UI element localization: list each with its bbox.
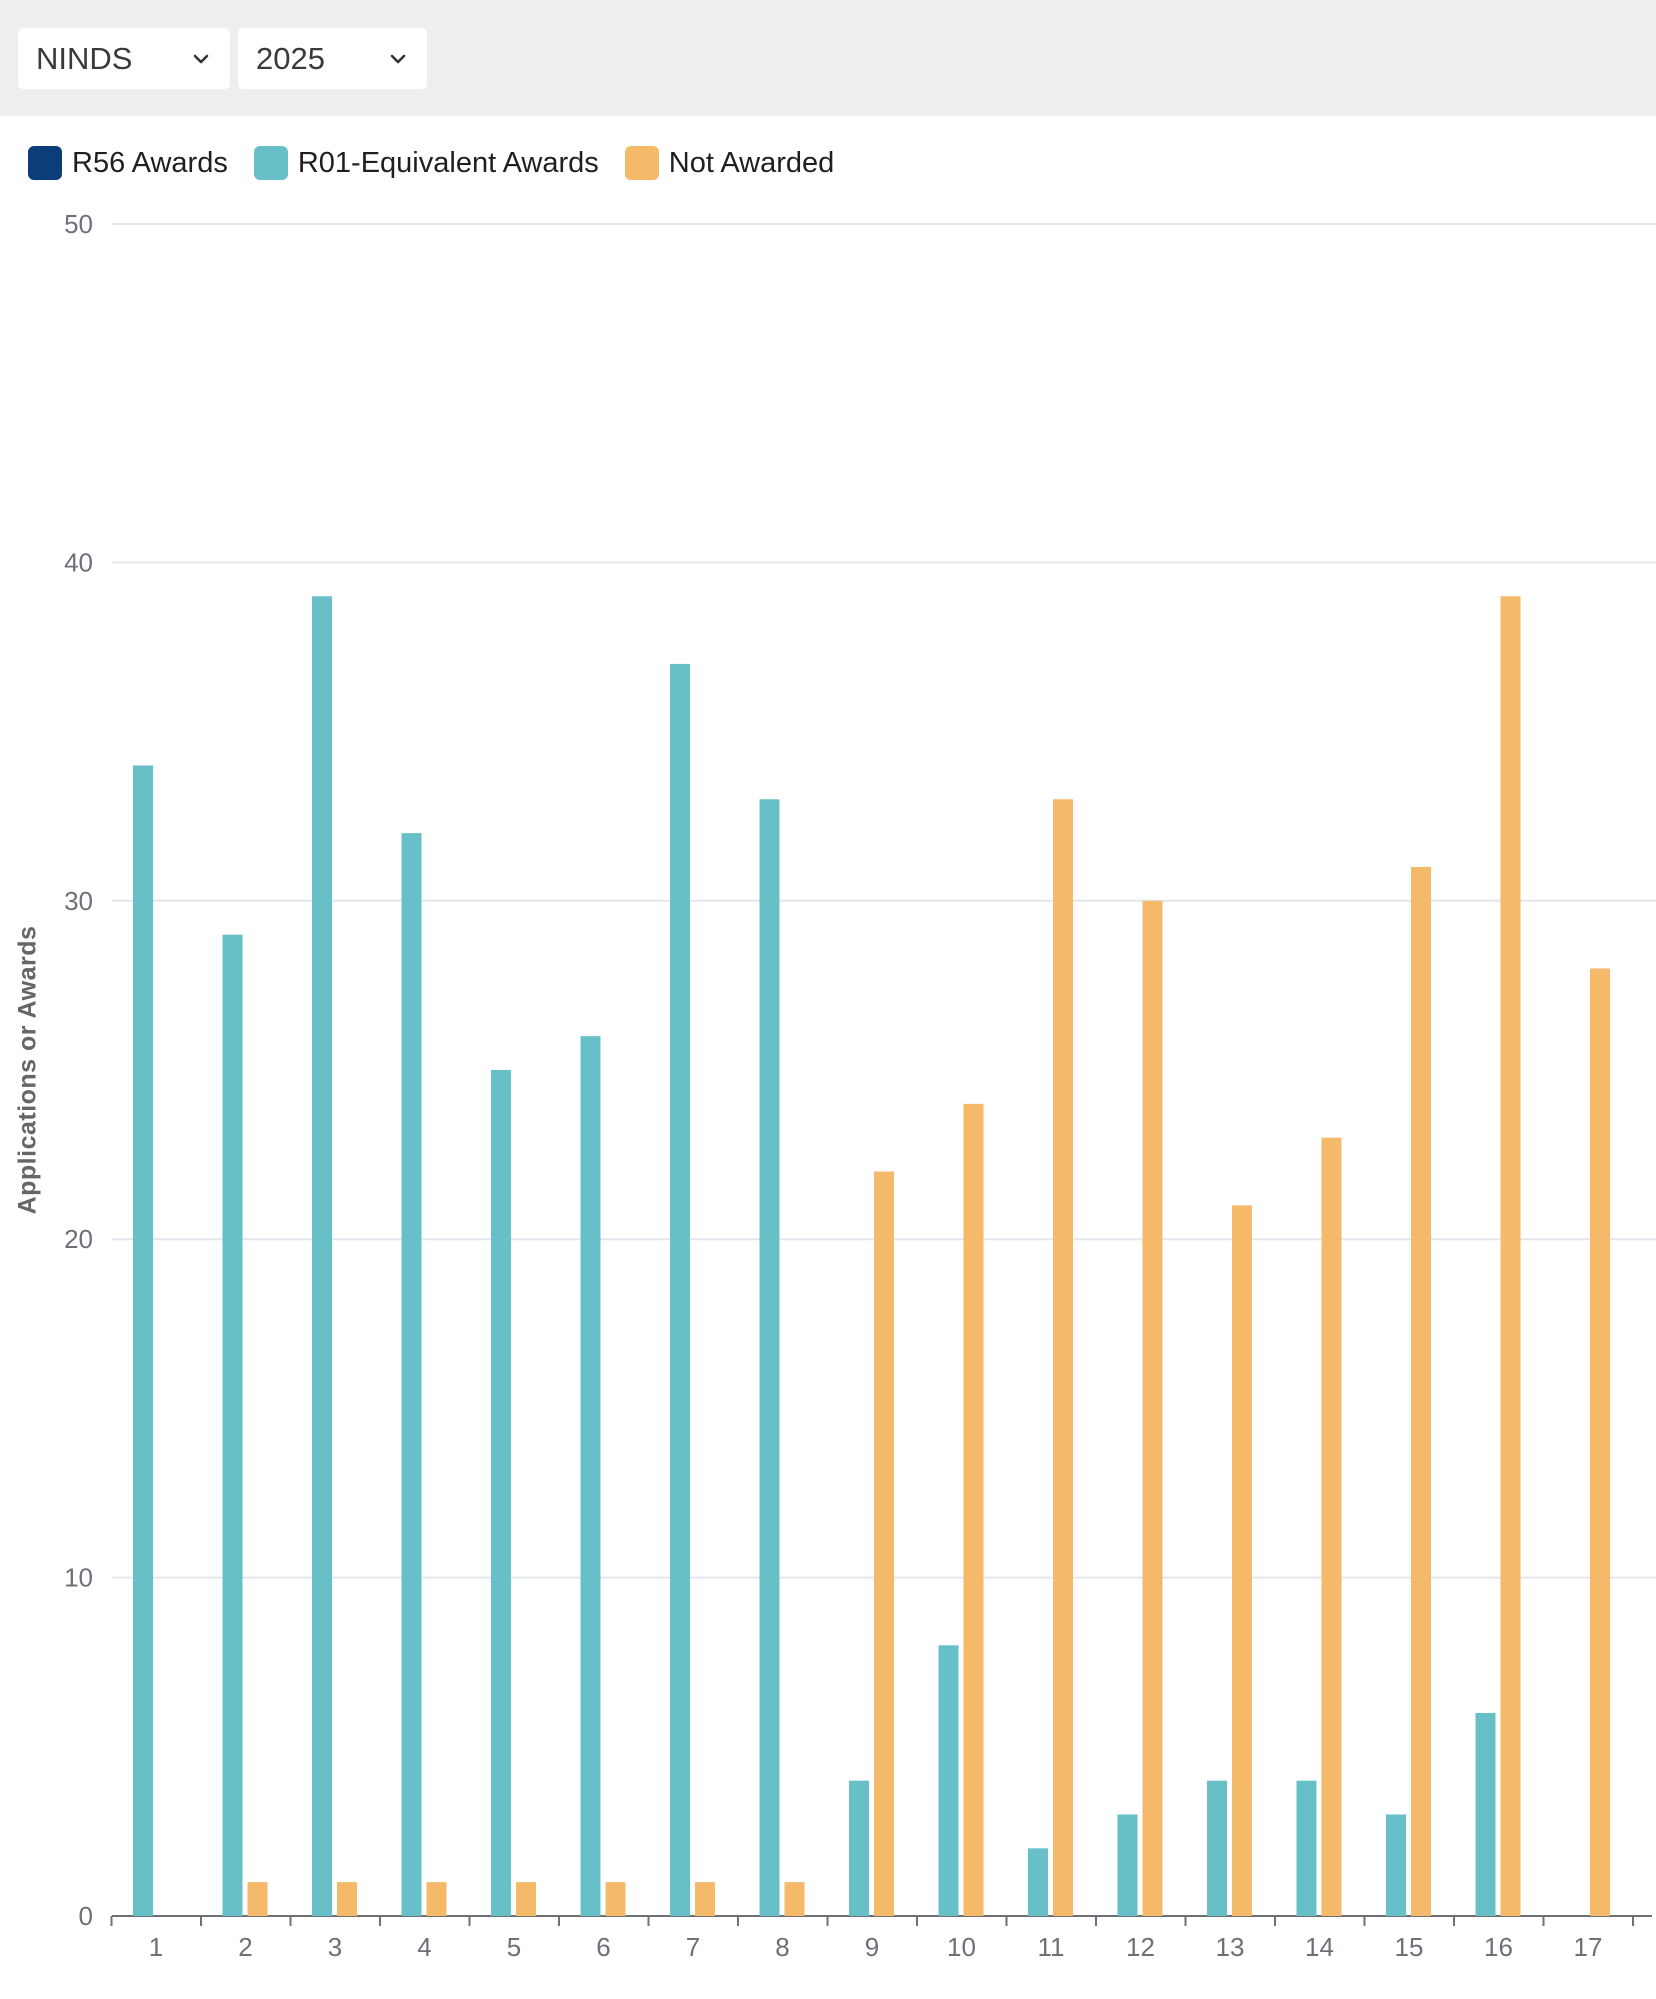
y-tick-label: 40 bbox=[64, 547, 93, 577]
legend-label: R01-Equivalent Awards bbox=[297, 146, 599, 179]
x-tick-label: 4 bbox=[417, 1932, 431, 1962]
bar bbox=[1053, 799, 1073, 1916]
bar bbox=[580, 1036, 601, 1916]
x-tick-label: 5 bbox=[507, 1932, 521, 1962]
bar bbox=[1028, 1848, 1048, 1916]
chevron-down-icon bbox=[193, 54, 209, 63]
bar bbox=[1232, 1205, 1252, 1916]
legend-label: Not Awarded bbox=[668, 146, 835, 179]
legend-swatch bbox=[253, 146, 288, 180]
bar bbox=[1142, 900, 1163, 1916]
bar bbox=[491, 1070, 511, 1916]
ic-select-value: NINDS bbox=[36, 40, 133, 76]
bar bbox=[1411, 866, 1431, 1917]
x-tick-label: 3 bbox=[328, 1932, 342, 1962]
x-tick-label: 7 bbox=[686, 1932, 700, 1962]
bar bbox=[337, 1882, 357, 1916]
ic-select[interactable]: NINDS bbox=[18, 28, 230, 89]
year-select[interactable]: 2025 bbox=[238, 28, 427, 89]
bar bbox=[516, 1882, 536, 1916]
y-tick-label: 20 bbox=[64, 1224, 93, 1254]
bar bbox=[759, 799, 780, 1916]
y-tick-label: 30 bbox=[64, 886, 93, 916]
bar bbox=[133, 765, 153, 1917]
bar bbox=[1590, 968, 1610, 1916]
bar bbox=[938, 1645, 959, 1916]
bar bbox=[312, 596, 332, 1916]
x-tick-label: 8 bbox=[775, 1932, 789, 1962]
y-tick-label: 50 bbox=[64, 209, 93, 239]
bar bbox=[695, 1882, 715, 1916]
bar bbox=[426, 1882, 447, 1916]
x-tick-label: 17 bbox=[1574, 1932, 1603, 1962]
bar bbox=[247, 1882, 268, 1916]
x-tick-label: 6 bbox=[596, 1932, 610, 1962]
chart-legend: R56 Awards R01-Equivalent Awards Not Awa… bbox=[28, 146, 860, 180]
legend-label: R56 Awards bbox=[72, 146, 228, 179]
legend-item-r01[interactable]: R01-Equivalent Awards bbox=[253, 146, 599, 180]
bar bbox=[1296, 1780, 1317, 1916]
x-tick-label: 1 bbox=[149, 1932, 163, 1962]
bar bbox=[1207, 1780, 1227, 1916]
bar bbox=[874, 1171, 894, 1916]
bar bbox=[1386, 1814, 1406, 1916]
bar bbox=[222, 934, 243, 1916]
x-tick-label: 15 bbox=[1395, 1932, 1424, 1962]
x-tick-label: 12 bbox=[1126, 1932, 1155, 1962]
bar bbox=[784, 1882, 805, 1916]
legend-item-not-awarded[interactable]: Not Awarded bbox=[624, 146, 835, 180]
legend-swatch bbox=[28, 146, 62, 180]
x-tick-label: 9 bbox=[865, 1932, 879, 1962]
x-tick-label: 13 bbox=[1216, 1932, 1245, 1962]
legend-swatch bbox=[624, 146, 659, 180]
bar bbox=[963, 1103, 984, 1916]
bar bbox=[401, 833, 422, 1916]
bar bbox=[1475, 1712, 1496, 1916]
x-tick-label: 2 bbox=[238, 1932, 252, 1962]
bar bbox=[1117, 1814, 1138, 1916]
year-select-value: 2025 bbox=[256, 40, 325, 76]
y-tick-label: 10 bbox=[64, 1563, 93, 1593]
x-tick-label: 14 bbox=[1305, 1932, 1334, 1962]
bar bbox=[1500, 596, 1521, 1916]
y-tick-label: 0 bbox=[79, 1901, 93, 1931]
x-tick-label: 11 bbox=[1038, 1932, 1065, 1962]
bar bbox=[605, 1882, 626, 1916]
bar bbox=[1321, 1137, 1342, 1916]
legend-item-r56[interactable]: R56 Awards bbox=[28, 146, 228, 180]
bar bbox=[670, 663, 690, 1916]
x-tick-label: 10 bbox=[947, 1932, 976, 1962]
filter-toolbar: NINDS 2025 bbox=[0, 0, 1656, 116]
chevron-down-icon bbox=[390, 54, 406, 63]
bar bbox=[849, 1780, 869, 1916]
x-tick-label: 16 bbox=[1484, 1932, 1513, 1962]
